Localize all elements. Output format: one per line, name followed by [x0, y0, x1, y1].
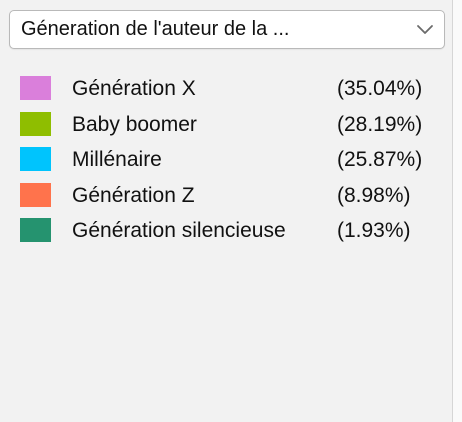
legend-item-label: Génération Z	[72, 183, 195, 207]
legend-item-percent: (35.04%)	[337, 77, 423, 100]
legend-item-baby-boomer: Baby boomer (28.19%)	[20, 107, 445, 143]
legend-list: Génération X (35.04%) Baby boomer (28.19…	[20, 71, 445, 249]
legend-swatch	[20, 218, 51, 242]
legend-item-label: Baby boomer	[72, 112, 197, 136]
legend-item-generation-silencieuse: Génération silencieuse (1.93%)	[20, 213, 445, 249]
legend-swatch	[20, 111, 51, 136]
legend-item-percent: (28.19%)	[337, 112, 423, 136]
legend-item-label: Génération X	[72, 77, 196, 100]
legend-item-percent: (1.93%)	[337, 219, 411, 242]
legend-item-percent: (8.98%)	[337, 183, 411, 207]
legend-item-label: Génération silencieuse	[72, 219, 286, 242]
legend-panel: Géneration de l'auteur de la ... Générat…	[9, 10, 445, 249]
generation-filter-dropdown[interactable]: Géneration de l'auteur de la ...	[9, 10, 445, 49]
legend-item-generation-z: Génération Z (8.98%)	[20, 178, 445, 214]
legend-item-generation-x: Génération X (35.04%)	[20, 71, 445, 107]
dropdown-selected-label: Géneration de l'auteur de la ...	[21, 18, 290, 40]
legend-swatch	[20, 182, 51, 207]
legend-item-percent: (25.87%)	[337, 148, 423, 171]
scrollbar-track[interactable]	[452, 0, 462, 422]
legend-swatch	[20, 147, 51, 171]
chevron-down-icon	[417, 25, 433, 34]
legend-item-label: Millénaire	[72, 148, 162, 171]
legend-item-millenaire: Millénaire (25.87%)	[20, 142, 445, 178]
legend-swatch	[20, 76, 51, 100]
